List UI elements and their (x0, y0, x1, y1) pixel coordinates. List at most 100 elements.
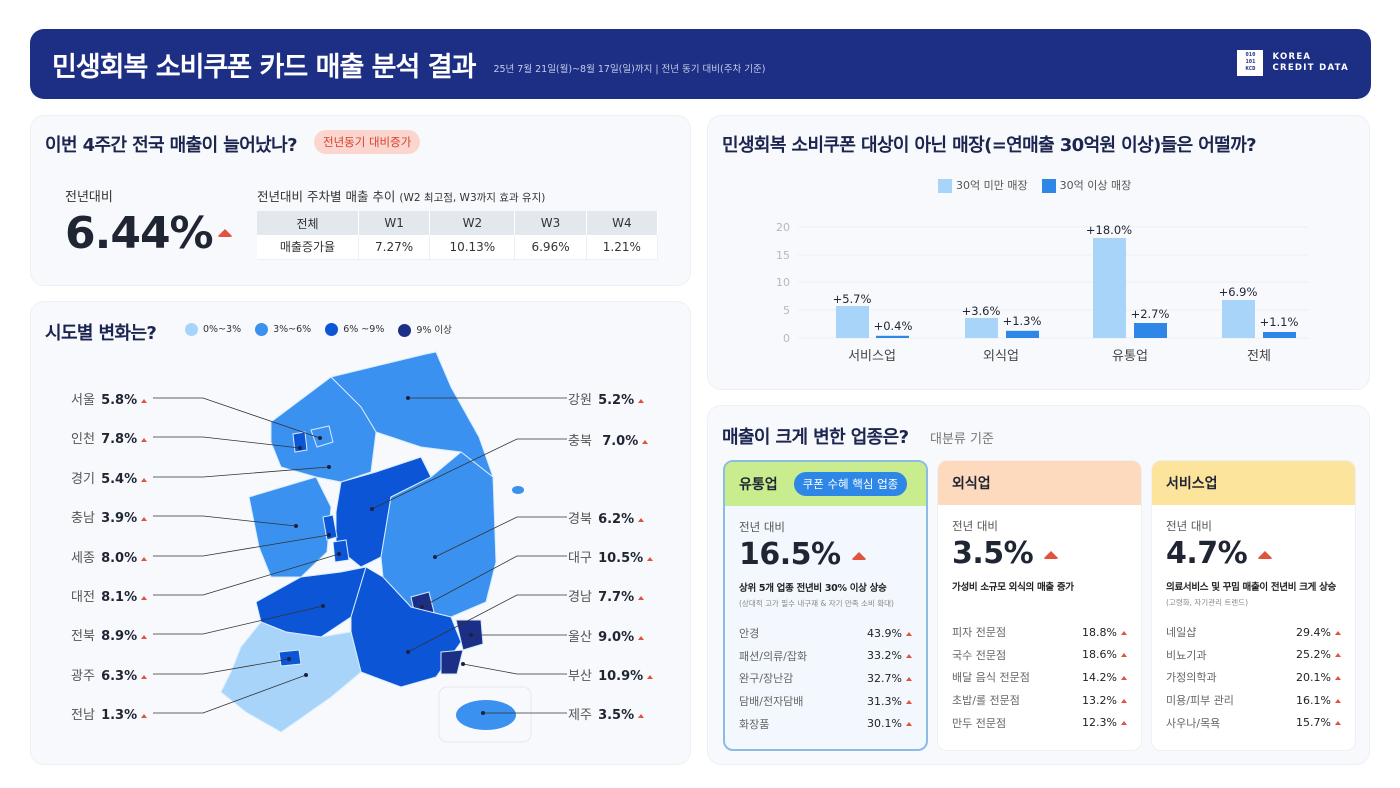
list-item: 배달 음식 전문점 14.2% (952, 666, 1127, 689)
bar (836, 306, 869, 338)
industry-yoy-value: 3.5% (952, 536, 1127, 571)
region-name: 강원 (568, 393, 592, 408)
table-row: 매출증가율 7.27% 10.13% 6.96% 1.21% (257, 235, 659, 260)
table-cell: 10.13% (429, 235, 516, 260)
industry-header: 서비스업 (1152, 461, 1355, 505)
table-header: W4 (586, 211, 659, 235)
region-label-jeonbuk: 전북 8.9% (71, 625, 148, 644)
region-label-gangwon: 강원 5.2% (568, 389, 645, 408)
region-name: 대구 (568, 551, 592, 566)
legend-swatch-icon (938, 179, 952, 193)
legend-label: 9% 이상 (416, 325, 452, 336)
svg-text:+18.0%: +18.0% (1086, 223, 1132, 237)
svg-text:+1.1%: +1.1% (1260, 315, 1299, 329)
item-value: 33.2% (867, 649, 902, 663)
svg-text:+5.7%: +5.7% (833, 292, 872, 306)
up-arrow-icon (647, 556, 654, 561)
region-label-chungbuk: 충북 7.0% (568, 430, 649, 449)
region-value: 10.9% (598, 669, 644, 684)
item-value: 20.1% (1296, 670, 1331, 684)
industry-yoy-number: 3.5% (952, 536, 1034, 571)
svg-text:외식업: 외식업 (983, 349, 1019, 364)
kcd-logo: 010 101 KCD KOREA CREDIT DATA (1237, 50, 1349, 76)
logo-mark-line: 101 (1245, 59, 1256, 65)
series-under-30 (836, 238, 1255, 338)
logo-line2: CREDIT DATA (1272, 63, 1349, 73)
industry-list: 피자 전문점 18.8% 국수 전문점 18.6% 배달 음식 전문점 14.2% 초… (952, 621, 1127, 734)
table-header: W1 (358, 211, 431, 235)
korea-map (153, 351, 567, 743)
industry-note: (상대적 고가 필수 내구재 & 자기 만족 소비 확대) (739, 599, 894, 608)
map-region-jeju (456, 700, 516, 730)
region-value: 3.5% (598, 708, 635, 723)
region-value: 5.2% (598, 393, 635, 408)
logo-mark-line: 010 (1245, 52, 1256, 58)
weekly-table-header: 전체 W1 W2 W3 W4 (257, 211, 659, 235)
logo-text: KOREA CREDIT DATA (1272, 52, 1349, 74)
table-cell: 매출증가율 (257, 235, 359, 260)
coupon-core-badge: 쿠폰 수혜 핵심 업종 (793, 472, 908, 496)
region-name: 광주 (71, 669, 95, 684)
industry-yoy-value: 16.5% (739, 537, 912, 572)
region-value: 7.8% (101, 432, 138, 447)
item-value: 14.2% (1082, 670, 1117, 684)
up-arrow-icon (141, 595, 148, 600)
y-axis-ticks: 20 15 10 5 0 (776, 221, 790, 345)
industry-header: 외식업 (938, 461, 1141, 505)
page-title: 민생회복 소비쿠폰 카드 매출 분석 결과 (52, 51, 476, 83)
table-header: W2 (429, 211, 516, 235)
legend-label: 3%~6% (273, 324, 312, 335)
region-name: 세종 (71, 551, 95, 566)
bar-value-labels: +5.7% +3.6% +18.0% +6.9% +0.4% +1.3% +2.… (833, 223, 1299, 333)
bar (1263, 332, 1296, 338)
region-label-ulsan: 울산 9.0% (568, 626, 645, 645)
svg-text:서비스업: 서비스업 (848, 349, 896, 364)
industry-description: 상위 5개 업종 전년비 30% 이상 상승 (739, 583, 887, 594)
item-value: 16.1% (1296, 693, 1331, 707)
up-arrow-icon (141, 556, 148, 561)
up-arrow-icon (1121, 630, 1127, 635)
industry-yoy-number: 4.7% (1166, 536, 1248, 571)
region-label-incheon: 인천 7.8% (71, 428, 148, 447)
up-arrow-icon (906, 676, 912, 681)
legend-item: 9% 이상 (398, 322, 452, 337)
map-region-seoul (310, 425, 334, 448)
item-name: 비뇨기과 (1166, 648, 1207, 662)
region-value: 7.7% (598, 590, 635, 605)
item-value: 12.3% (1082, 716, 1117, 730)
list-item: 화장품 30.1% (739, 712, 912, 735)
regions-title: 시도별 변화는? (45, 323, 157, 344)
up-arrow-icon (141, 437, 148, 442)
bar-legend: 30억 미만 매장 30억 이상 매장 (938, 177, 1131, 193)
region-name: 충북 (568, 434, 592, 449)
up-arrow-icon (1335, 698, 1341, 703)
up-arrow-icon (906, 631, 912, 636)
item-name: 네일샵 (1166, 626, 1197, 640)
legend-dot-icon (185, 323, 198, 336)
svg-text:+6.9%: +6.9% (1219, 285, 1258, 299)
map-region-gyeongnam (350, 566, 462, 688)
item-name: 사우나/목욕 (1166, 716, 1221, 730)
region-label-daejeon: 대전 8.1% (71, 586, 148, 605)
industry-card-services: 서비스업 전년 대비 4.7% 의료서비스 및 꾸밈 매출이 전년비 크게 상승… (1151, 460, 1356, 751)
region-value: 8.1% (101, 590, 138, 605)
yoy-label: 전년대비 (65, 190, 113, 205)
item-value: 18.8% (1082, 625, 1117, 639)
list-item: 네일샵 29.4% (1166, 621, 1341, 644)
list-item: 초밥/롤 전문점 13.2% (952, 689, 1127, 712)
yoy-increase-badge: 전년동기 대비증가 (314, 130, 421, 154)
bar (1093, 238, 1126, 338)
region-label-gyeongnam: 경남 7.7% (568, 586, 645, 605)
map-region-sejong (322, 514, 338, 541)
industries-title: 매출이 크게 변한 업종은? (722, 427, 909, 448)
legend-label: 30억 이상 매장 (1059, 179, 1132, 192)
svg-text:5: 5 (783, 304, 790, 317)
industry-name: 유통업 (739, 477, 778, 493)
legend-label: 6% ~9% (343, 324, 385, 335)
bar-chart: 20 15 10 5 0 +5.7% +3.6% +18.0% +6.9% +0… (776, 221, 1308, 364)
legend-swatch-icon (1041, 179, 1056, 193)
item-name: 국수 전문점 (952, 648, 1007, 662)
table-header: W3 (514, 211, 587, 235)
item-name: 패션/의류/잡화 (739, 649, 808, 663)
region-name: 대전 (71, 590, 95, 605)
